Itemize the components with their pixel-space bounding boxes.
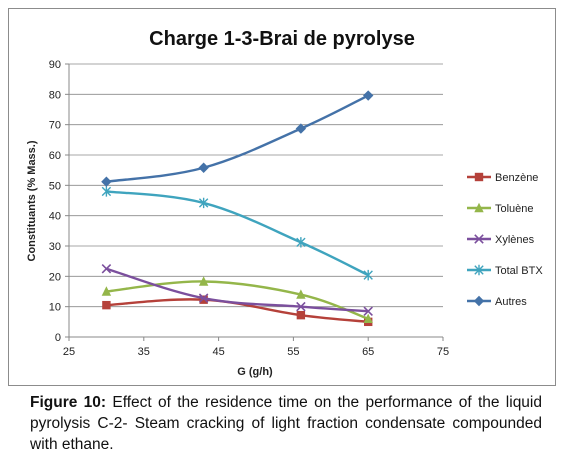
data-point-tolu-ne bbox=[296, 289, 306, 299]
caption-text: Effect of the residence time on the perf… bbox=[30, 394, 542, 453]
data-point-benz-ne bbox=[296, 310, 306, 320]
x-tick-label: 25 bbox=[63, 346, 75, 358]
series-lines bbox=[101, 90, 374, 327]
series-tolu-ne bbox=[101, 276, 373, 323]
y-tick-label: 80 bbox=[49, 89, 61, 101]
chart-title: Charge 1-3-Brai de pyrolyse bbox=[149, 28, 415, 50]
x-tick-label: 55 bbox=[287, 346, 299, 358]
y-tick-label: 10 bbox=[49, 302, 61, 314]
legend-marker bbox=[474, 234, 484, 244]
legend-label: Xylènes bbox=[495, 234, 535, 246]
legend-item-xyl-nes: Xylènes bbox=[467, 234, 535, 246]
series-autres bbox=[101, 90, 374, 187]
series-line-benz-ne bbox=[106, 298, 369, 324]
series-line-total-btx bbox=[106, 190, 369, 277]
data-point-xyl-nes bbox=[198, 293, 209, 303]
y-tick-label: 50 bbox=[49, 180, 61, 192]
figure-caption: Figure 10: Effect of the residence time … bbox=[30, 392, 542, 455]
series-total-btx bbox=[101, 186, 373, 281]
legend-label: Toluène bbox=[495, 203, 534, 215]
line-chart: Charge 1-3-Brai de pyrolyse 0 10 20 30 40 50 6… bbox=[26, 28, 543, 378]
data-point-autres bbox=[198, 162, 209, 173]
legend-marker bbox=[474, 264, 484, 276]
x-tick-label: 65 bbox=[362, 346, 374, 358]
y-tick-label: 60 bbox=[49, 150, 61, 162]
data-point-autres bbox=[295, 123, 307, 134]
legend-label: Autres bbox=[495, 296, 527, 308]
x-tick-label: 35 bbox=[138, 346, 150, 358]
axes bbox=[65, 63, 444, 341]
data-point-xyl-nes bbox=[363, 306, 373, 316]
series-line-autres bbox=[106, 94, 369, 183]
data-point-total-btx bbox=[296, 237, 306, 248]
data-point-autres bbox=[101, 176, 112, 187]
legend-item-autres: Autres bbox=[467, 295, 527, 308]
gridlines bbox=[69, 63, 443, 308]
data-point-benz-ne bbox=[102, 300, 111, 310]
legend-item-benz-ne: Benzène bbox=[467, 172, 538, 184]
legend-item-tolu-ne: Toluène bbox=[467, 202, 534, 215]
y-tick-labels: 0 10 20 30 40 50 60 70 80 90 bbox=[49, 59, 61, 344]
data-point-tolu-ne bbox=[363, 313, 373, 323]
legend-marker bbox=[474, 172, 484, 182]
legend-marker bbox=[473, 295, 485, 307]
x-tick-labels: 25 35 45 55 65 75 bbox=[63, 346, 449, 358]
y-tick-label: 40 bbox=[49, 211, 61, 223]
data-point-benz-ne bbox=[199, 295, 208, 304]
y-tick-label: 90 bbox=[49, 59, 61, 71]
data-point-xyl-nes bbox=[101, 263, 112, 274]
legend-item-total-btx: Total BTX bbox=[467, 264, 543, 277]
legend-label: Benzène bbox=[495, 172, 538, 184]
series-line-tolu-ne bbox=[106, 280, 369, 320]
data-point-autres bbox=[363, 90, 374, 101]
x-axis-label: G (g/h) bbox=[237, 366, 273, 378]
legend-marker bbox=[474, 202, 484, 213]
data-point-tolu-ne bbox=[101, 286, 112, 296]
data-point-xyl-nes bbox=[296, 301, 306, 312]
caption-label: Figure 10: bbox=[30, 394, 107, 411]
chart-frame: Charge 1-3-Brai de pyrolyse 0 10 20 30 40 50 6… bbox=[8, 8, 556, 386]
x-tick-label: 45 bbox=[212, 346, 224, 358]
legend-label: Total BTX bbox=[495, 265, 543, 277]
series-xyl-nes bbox=[101, 263, 373, 316]
y-tick-label: 20 bbox=[49, 271, 61, 283]
data-point-total-btx bbox=[101, 186, 112, 197]
series-benz-ne bbox=[102, 295, 373, 327]
series-line-xyl-nes bbox=[106, 267, 369, 313]
y-tick-label: 0 bbox=[55, 332, 61, 344]
data-point-total-btx bbox=[198, 197, 209, 209]
x-tick-label: 75 bbox=[437, 346, 449, 358]
y-tick-label: 30 bbox=[49, 241, 61, 253]
y-axis-label: Constituants (% Mass.) bbox=[26, 140, 38, 261]
y-tick-label: 70 bbox=[49, 120, 61, 132]
data-point-tolu-ne bbox=[198, 276, 209, 286]
legend: Benzène Toluène Xylènes Total BTX Autres bbox=[467, 172, 543, 308]
data-point-total-btx bbox=[363, 269, 373, 281]
